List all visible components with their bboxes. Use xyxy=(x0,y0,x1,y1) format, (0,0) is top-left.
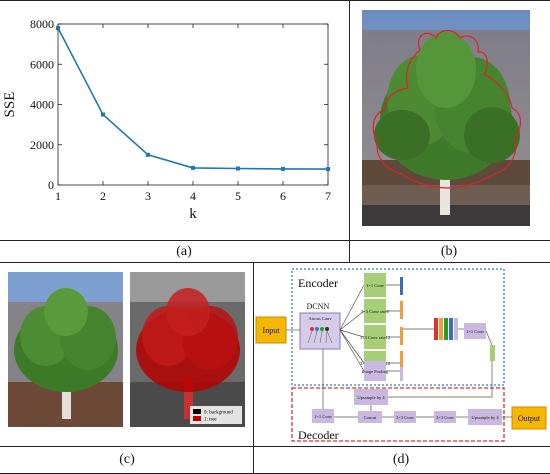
table-top-border xyxy=(0,0,550,1)
atrous-conv-label: Atrous Conv xyxy=(308,316,332,321)
feature-maps xyxy=(400,277,458,381)
caption-b: (b) xyxy=(440,244,458,259)
encoder-1x1-conv xyxy=(464,323,486,339)
table-vertical-divider-bottom xyxy=(253,262,254,474)
output-box xyxy=(511,406,547,430)
branch-3x3-r12-label: 3×3 Conv rate12 xyxy=(360,335,390,340)
encoder-label: Encoder xyxy=(298,276,338,290)
input-label: Input xyxy=(263,326,281,335)
x-tick-label: 6 xyxy=(280,189,286,203)
sse-data-point xyxy=(146,152,150,157)
tree-outline-photo xyxy=(362,10,530,226)
segmentation-mask-photo: 0: background 1: tree xyxy=(130,272,245,427)
flow-arrows xyxy=(286,284,512,418)
x-tick-label: 5 xyxy=(235,189,241,203)
dcnn-label: DCNN xyxy=(307,302,330,311)
dec-upsample-top xyxy=(354,389,388,405)
x-tick-label: 3 xyxy=(145,189,151,203)
atrous-kernel-icon xyxy=(307,327,333,344)
dec-concat-label: Concat xyxy=(364,415,377,420)
dec-upsample-top-label: Upsample by 4 xyxy=(357,395,385,400)
sse-data-point xyxy=(56,26,60,31)
x-tick-label: 7 xyxy=(325,189,331,203)
deeplab-architecture-diagram: Encoder Decoder Input Output DCNN Atrous… xyxy=(255,268,547,442)
aspp-branches: 1×1 Conv 3×3 Conv rate6 3×3 Conv rate12 … xyxy=(360,273,391,381)
sse-data-point xyxy=(101,112,105,117)
encoder-output-map xyxy=(490,345,495,361)
y-tick-label: 0 xyxy=(48,178,54,192)
sse-data-point xyxy=(191,165,195,170)
legend-tree-label: 1: tree xyxy=(204,418,217,423)
segmentation-legend: 0: background 1: tree xyxy=(190,406,242,424)
dec-3x3-b-label: 3×3 Conv xyxy=(436,415,455,420)
table-vertical-divider-top xyxy=(349,0,350,262)
table-row-divider-2 xyxy=(0,262,550,263)
dec-upsample-out-label: Upsample by 4 xyxy=(471,415,499,420)
x-tick-label: 1 xyxy=(55,189,61,203)
dec-concat xyxy=(358,411,382,423)
dec-3x3-a-label: 3×3 Conv xyxy=(396,415,415,420)
table-row-divider-3 xyxy=(0,446,550,447)
dec-1x1-label: 1×1 Conv xyxy=(314,414,333,419)
dec-1x1-conv xyxy=(312,409,334,423)
sse-data-point xyxy=(326,167,330,172)
caption-a: (a) xyxy=(176,244,192,259)
y-axis-label: SSE xyxy=(2,92,18,118)
orchard-rgb-photo xyxy=(8,272,123,427)
chart-layer: 1 2 3 4 5 6 7 0 2000 4000 6000 8000 k SSE xyxy=(2,17,331,222)
y-tick-label: 6000 xyxy=(30,57,54,71)
sse-elbow-chart: 1 2 3 4 5 6 7 0 2000 4000 6000 8000 k SSE xyxy=(2,17,331,222)
x-tick-label: 4 xyxy=(190,189,196,203)
dec-3x3-conv-b xyxy=(434,411,456,423)
branch-1x1-label: 1×1 Conv xyxy=(366,283,385,288)
decoder-label: Decoder xyxy=(298,428,339,442)
branch-3x3-r6-label: 3×3 Conv rate6 xyxy=(361,309,390,314)
input-box xyxy=(255,316,287,344)
sse-series-line xyxy=(57,27,329,170)
decoder-region xyxy=(291,387,505,442)
output-label: Output xyxy=(518,414,541,423)
y-tick-label: 2000 xyxy=(30,138,54,152)
legend-background-label: 0: background xyxy=(204,411,233,416)
branch-pool-label: Image Pooling xyxy=(362,369,389,374)
x-tick-label: 2 xyxy=(100,189,106,203)
dec-3x3-conv-a xyxy=(394,411,416,423)
caption-d: (d) xyxy=(392,452,410,467)
encoder-1x1-label: 1×1 Conv xyxy=(466,329,485,334)
tree-boundary-outline xyxy=(372,29,522,189)
dec-upsample-out xyxy=(468,409,502,425)
caption-c: (c) xyxy=(119,452,135,467)
sse-data-point xyxy=(281,166,285,171)
dcnn-box xyxy=(299,312,341,350)
table-row-divider-1 xyxy=(0,240,550,241)
tree-canopy xyxy=(374,32,520,180)
x-axis-label: k xyxy=(189,206,197,222)
encoder-region xyxy=(291,268,505,386)
sse-data-point xyxy=(236,166,240,171)
y-tick-label: 4000 xyxy=(30,98,54,112)
y-tick-label: 8000 xyxy=(30,17,54,31)
